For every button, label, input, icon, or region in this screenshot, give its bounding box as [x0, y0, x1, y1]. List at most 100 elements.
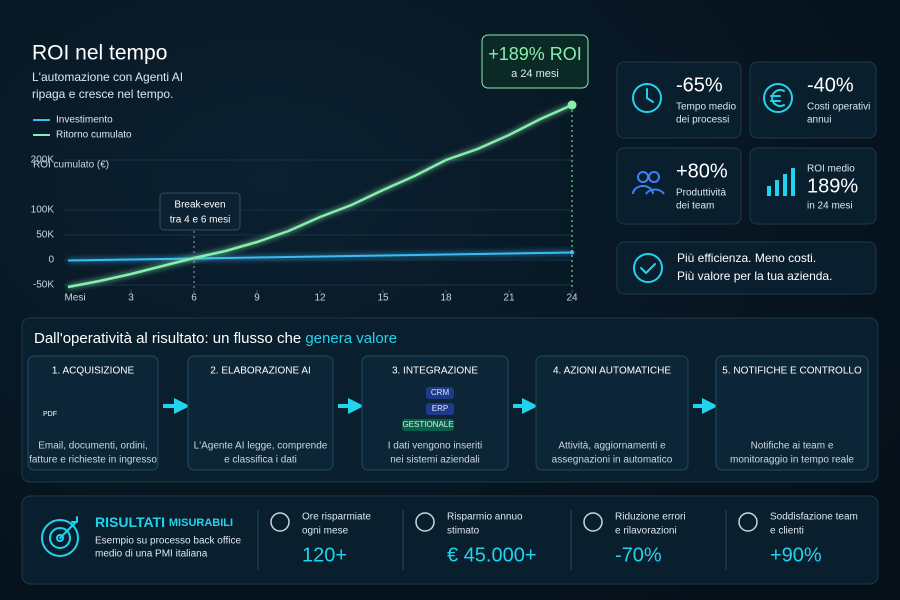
- banner-text: Più efficienza. Meno costi.: [677, 251, 816, 265]
- target-icon: [41, 516, 79, 557]
- flow-step-desc: Email, documenti, ordini,: [38, 441, 148, 452]
- y-tick-label: -50K: [33, 280, 54, 291]
- chart-subtitle: ripaga e cresce nel tempo.: [32, 87, 173, 101]
- x-tick-label: 9: [254, 293, 260, 304]
- stat-value: 189%: [807, 175, 858, 197]
- result-label: stimato: [447, 526, 480, 537]
- result-label: e clienti: [770, 526, 804, 537]
- break-even-label: Break-even: [174, 200, 225, 211]
- legend-label: Ritorno cumulato: [56, 130, 132, 141]
- result-icon: [270, 512, 290, 532]
- series-line: [67, 103, 573, 289]
- flow-step: [535, 355, 689, 471]
- stat-card: [616, 61, 742, 139]
- result-label: Risparmio annuo: [447, 512, 523, 523]
- flow-step-desc: assegnazioni in automatico: [552, 455, 673, 466]
- x-tick-label: 24: [566, 293, 578, 304]
- flow-step: [715, 355, 869, 471]
- stat-value: -40%: [807, 74, 854, 96]
- flow-title-highlight: genera valore: [305, 330, 397, 347]
- system-tag: [426, 403, 454, 415]
- flow-step-title: 2. ELABORAZIONE AI: [210, 366, 311, 377]
- flow-step-desc: I dati vengono inseriti: [388, 441, 483, 452]
- flow-step-title: 5. NOTIFICHE E CONTROLLO: [722, 366, 862, 377]
- x-tick-label: 21: [503, 293, 515, 304]
- flow-step-desc: fatture e richieste in ingresso: [29, 455, 157, 466]
- results-title-text: RISULTATI: [95, 514, 165, 530]
- break-even-label: tra 4 e 6 mesi: [170, 215, 231, 226]
- result-label: Soddisfazione team: [770, 512, 858, 523]
- x-tick-label: 15: [377, 293, 389, 304]
- flow-step: [27, 355, 159, 471]
- legend-label: Investimento: [56, 115, 113, 126]
- result-value: -70%: [615, 544, 662, 566]
- stat-value: +80%: [676, 160, 728, 182]
- roi-callout-box: [481, 34, 589, 89]
- result-label: Riduzione errori: [615, 512, 686, 523]
- results-title: RISULTATI MISURABILI: [95, 514, 233, 530]
- stat-label: ROI medio: [807, 164, 855, 175]
- results-panel: [21, 495, 879, 585]
- team-icon: [632, 171, 665, 195]
- flow-step-desc: Notifiche ai team e: [751, 441, 834, 452]
- stat-label: Costi operativi: [807, 102, 870, 113]
- stat-label: Tempo medio: [676, 102, 736, 113]
- flow-step-title: 3. INTEGRAZIONE: [392, 366, 478, 377]
- end-point: [570, 250, 574, 255]
- flow-step: [187, 355, 334, 471]
- x-axis-label: Mesi: [64, 293, 85, 304]
- y-tick-label: 100K: [31, 205, 55, 216]
- flow-step-desc: nei sistemi aziendali: [390, 455, 480, 466]
- flow-step-desc: Attività, aggiornamenti e: [558, 441, 666, 452]
- x-tick-label: 6: [191, 293, 197, 304]
- x-tick-label: 3: [128, 293, 134, 304]
- system-tag: [402, 419, 454, 431]
- check-icon: [633, 253, 663, 283]
- bars-icon: [767, 168, 795, 196]
- stat-value: -65%: [676, 74, 723, 96]
- stat-label: Produttività: [676, 188, 726, 199]
- flow-step-desc: L'Agente AI legge, comprende: [194, 441, 328, 452]
- result-label: Ore risparmiate: [302, 512, 371, 523]
- flow-step-desc: monitoraggio in tempo reale: [730, 455, 854, 466]
- chart-title: ROI nel tempo: [32, 42, 167, 65]
- result-icon: [415, 512, 435, 532]
- stat-label: in 24 mesi: [807, 201, 853, 212]
- results-desc: medio di una PMI italiana: [95, 549, 208, 560]
- flow-step-title: 1. ACQUISIZIONE: [52, 366, 135, 377]
- banner-text: Più valore per la tua azienda.: [677, 269, 832, 283]
- system-tag: [426, 387, 454, 399]
- flow-title: Dall'operatività al risultato: un flusso…: [34, 330, 397, 347]
- system-tag-label: ERP: [432, 404, 448, 413]
- stat-card: [749, 147, 877, 225]
- series-line: [67, 251, 573, 262]
- euro-icon: [763, 83, 793, 113]
- y-tick-label: 200K: [31, 155, 55, 166]
- system-tag-label: CRM: [431, 388, 450, 397]
- result-value: € 45.000+: [447, 544, 537, 566]
- x-tick-label: 18: [440, 293, 452, 304]
- result-icon: [583, 512, 603, 532]
- roi-callout: +189% ROI: [488, 44, 582, 64]
- banner: [616, 241, 877, 295]
- stat-label: dei team: [676, 201, 714, 212]
- x-tick-label: 12: [314, 293, 326, 304]
- system-tag-label: GESTIONALE: [402, 420, 453, 429]
- stat-label: dei processi: [676, 115, 729, 126]
- result-icon: [738, 512, 758, 532]
- y-tick-label: 50K: [36, 230, 54, 241]
- stat-card: [616, 147, 742, 225]
- results-desc: Esempio su processo back office: [95, 536, 241, 547]
- flow-title-text: Dall'operatività al risultato: un flusso…: [34, 330, 301, 347]
- result-value: 120+: [302, 544, 347, 566]
- clock-icon: [632, 83, 662, 113]
- result-label: ogni mese: [302, 526, 349, 537]
- result-label: e rilavorazioni: [615, 526, 677, 537]
- chart-subtitle: L'automazione con Agenti AI: [32, 70, 183, 84]
- break-even-box: [159, 192, 241, 231]
- result-value: +90%: [770, 544, 822, 566]
- y-tick-label: 0: [48, 255, 54, 266]
- flow-step-title: 4. AZIONI AUTOMATICHE: [553, 366, 671, 377]
- roi-callout: a 24 mesi: [511, 68, 559, 80]
